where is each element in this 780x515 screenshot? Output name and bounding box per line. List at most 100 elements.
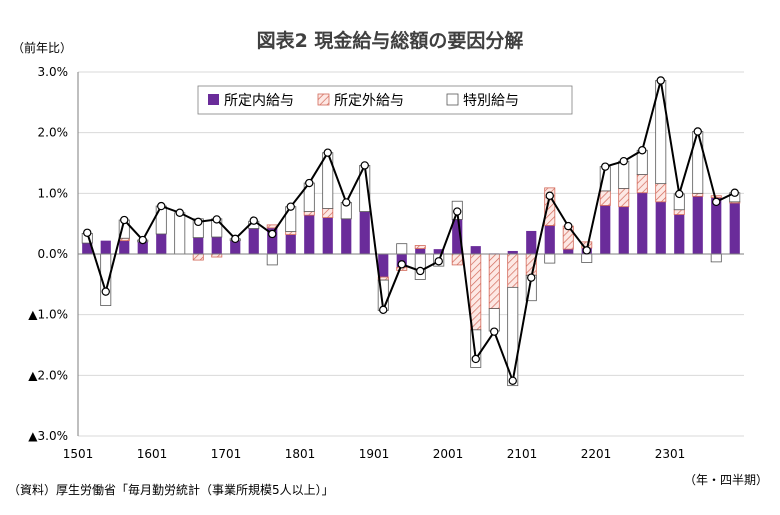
line-point bbox=[527, 273, 536, 282]
bar-segment bbox=[729, 203, 740, 254]
y-axis-label: （前年比） bbox=[12, 40, 72, 55]
bar-segment bbox=[507, 286, 519, 387]
line-point bbox=[434, 257, 443, 266]
y-tick-label: 0.0% bbox=[38, 247, 69, 261]
bar-segment bbox=[414, 245, 426, 249]
bar-segment bbox=[137, 241, 148, 254]
bar-segment bbox=[266, 253, 278, 266]
bar-segment bbox=[507, 250, 518, 254]
bar-segment bbox=[710, 195, 722, 198]
line-point bbox=[564, 221, 573, 231]
line-point bbox=[212, 215, 221, 224]
bar-segment bbox=[174, 212, 186, 255]
line-point bbox=[582, 246, 591, 255]
line-point bbox=[323, 148, 332, 157]
bar-segment bbox=[710, 253, 722, 263]
bar-segment bbox=[581, 253, 593, 263]
x-tick-label: 1901 bbox=[359, 447, 390, 461]
chart-title: 図表2 現金給与総額の要因分解 bbox=[257, 29, 524, 52]
line-point bbox=[693, 127, 702, 136]
bar-segment bbox=[470, 253, 482, 331]
y-tick-label: ▲1.0% bbox=[28, 308, 68, 322]
bar-segment bbox=[378, 254, 389, 278]
bar-segment bbox=[526, 230, 537, 254]
line-point bbox=[416, 266, 425, 276]
bar-segment bbox=[600, 205, 611, 254]
bar-segment bbox=[544, 253, 556, 264]
legend-label: 特別給与 bbox=[463, 93, 519, 109]
bar-segment bbox=[674, 214, 685, 254]
line-point bbox=[249, 216, 258, 225]
line-point bbox=[120, 215, 129, 225]
bar-segment bbox=[544, 225, 555, 254]
line-point bbox=[675, 189, 684, 199]
line-point bbox=[286, 202, 295, 211]
legend: 所定内給与 所定外給与 特別給与 bbox=[197, 85, 573, 115]
source-note: （資料）厚生労働省「毎月勤労統計（事業所規模5人以上）」 bbox=[8, 482, 334, 497]
bar-segment bbox=[322, 217, 333, 254]
bar-segment bbox=[285, 234, 296, 254]
x-tick-label: 1501 bbox=[63, 447, 94, 461]
y-tick-label: ▲2.0% bbox=[28, 368, 68, 382]
bar-segment bbox=[563, 249, 574, 254]
bar-segment bbox=[711, 197, 722, 254]
bar-segment bbox=[82, 243, 93, 254]
x-tick-label: 1601 bbox=[137, 447, 168, 461]
legend-swatch bbox=[208, 94, 219, 105]
bar-segment bbox=[414, 253, 426, 280]
bar-segment bbox=[637, 192, 648, 254]
bar-segment bbox=[156, 233, 167, 254]
bar-segment bbox=[451, 253, 463, 266]
legend-label: 所定内給与 bbox=[224, 93, 294, 109]
line-point bbox=[619, 156, 628, 166]
line-point bbox=[342, 198, 351, 207]
bar-segment bbox=[692, 196, 703, 254]
bar-segment bbox=[396, 243, 408, 255]
line-point bbox=[157, 201, 166, 211]
bar-segment bbox=[304, 215, 315, 254]
bar-segment bbox=[692, 192, 704, 197]
bar-segment bbox=[193, 237, 204, 254]
bar-series bbox=[81, 80, 741, 387]
bar-segment bbox=[285, 231, 297, 235]
bar-segment bbox=[267, 227, 278, 254]
x-tick-label: 2101 bbox=[507, 447, 538, 461]
bar-segment bbox=[544, 187, 556, 226]
bar-segment bbox=[470, 329, 482, 368]
y-axis-ticks: ▲3.0% ▲2.0% ▲1.0% 0.0% 1.0% 2.0% 3.0% bbox=[28, 65, 68, 443]
line-point bbox=[194, 217, 203, 227]
bar-segment bbox=[655, 183, 667, 203]
legend-label: 所定外給与 bbox=[334, 93, 404, 109]
line-point bbox=[656, 76, 665, 85]
bar-segment bbox=[211, 237, 222, 254]
bar-segment bbox=[119, 240, 130, 254]
line-series bbox=[83, 76, 739, 385]
bar-segment bbox=[248, 228, 259, 254]
x-tick-label: 2001 bbox=[433, 447, 464, 461]
line-point bbox=[730, 188, 739, 197]
bar-segment bbox=[452, 219, 463, 254]
line-point bbox=[268, 229, 277, 239]
line-point bbox=[601, 162, 610, 171]
line-point bbox=[471, 354, 480, 364]
line-point bbox=[638, 146, 647, 155]
x-tick-label: 2201 bbox=[581, 447, 612, 461]
line-point bbox=[83, 228, 92, 237]
bar-segment bbox=[303, 211, 315, 216]
line-point bbox=[490, 327, 499, 336]
line-point bbox=[508, 376, 517, 385]
bar-segment bbox=[230, 240, 241, 254]
bar-segment bbox=[415, 248, 426, 254]
x-tick-label: 2301 bbox=[655, 447, 686, 461]
bar-segment bbox=[359, 211, 370, 254]
bar-segment bbox=[100, 240, 111, 254]
bar-segment bbox=[507, 253, 519, 288]
bar-segment bbox=[618, 206, 629, 254]
bar-segment bbox=[488, 253, 500, 309]
y-tick-label: 1.0% bbox=[38, 186, 69, 200]
bar-segment bbox=[470, 246, 481, 254]
y-tick-label: 3.0% bbox=[38, 65, 69, 79]
line-point bbox=[138, 235, 147, 245]
line-point bbox=[545, 191, 554, 200]
